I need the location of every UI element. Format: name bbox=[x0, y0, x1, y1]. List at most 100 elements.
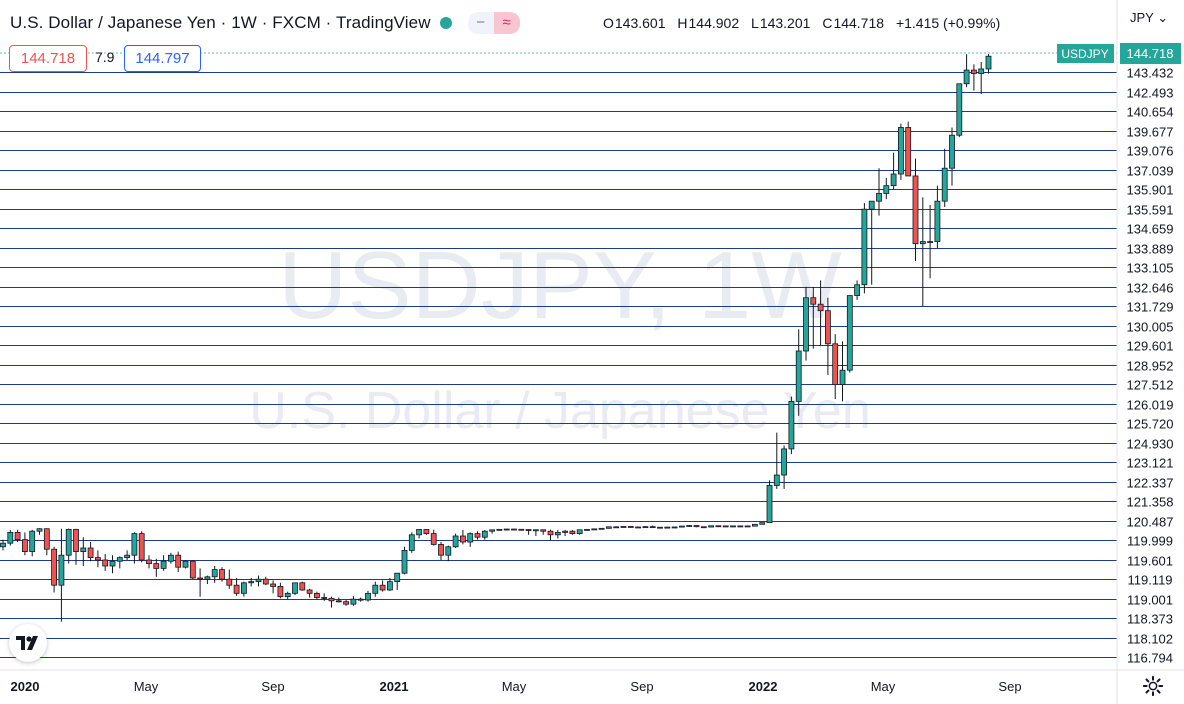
wave-icon[interactable]: ≈ bbox=[493, 12, 520, 34]
time-tick-label: 2020 bbox=[11, 679, 40, 694]
high-label: H bbox=[677, 15, 688, 31]
candle bbox=[262, 576, 269, 586]
close-label: C bbox=[822, 15, 833, 31]
watermark-name: U.S. Dollar / Japanese Yen bbox=[249, 382, 871, 440]
price-tick-label: 143.432 bbox=[1127, 66, 1174, 81]
minus-icon[interactable]: − bbox=[476, 14, 485, 31]
price-axis-background bbox=[1117, 0, 1184, 704]
candle bbox=[233, 578, 240, 596]
candle bbox=[657, 526, 663, 529]
candle bbox=[540, 529, 547, 535]
candle bbox=[43, 528, 50, 556]
buy-button[interactable]: 144.797 bbox=[124, 45, 201, 72]
candle bbox=[781, 445, 787, 489]
candle bbox=[277, 582, 284, 599]
candle bbox=[481, 529, 488, 540]
tradingview-logo-icon[interactable] bbox=[9, 624, 47, 662]
candle bbox=[21, 532, 28, 556]
price-tick-label: 128.952 bbox=[1127, 359, 1174, 374]
time-tick-label: 2021 bbox=[380, 679, 409, 694]
time-tick-label: Sep bbox=[998, 679, 1021, 694]
open-label: O bbox=[603, 15, 614, 31]
candle bbox=[124, 550, 130, 560]
candle bbox=[284, 591, 291, 600]
gear-icon[interactable] bbox=[1142, 675, 1164, 697]
symbol-label-text: USDJPY bbox=[1061, 47, 1108, 61]
candle bbox=[511, 528, 517, 531]
candle bbox=[708, 525, 714, 528]
candle bbox=[160, 555, 167, 571]
candle bbox=[467, 532, 474, 547]
market-open-dot-icon bbox=[439, 17, 452, 29]
candle bbox=[350, 595, 357, 606]
price-tick-label: 127.512 bbox=[1127, 378, 1174, 393]
candle bbox=[167, 552, 174, 564]
candle bbox=[773, 432, 780, 489]
price-tick-label: 140.654 bbox=[1127, 105, 1174, 120]
price-tick-label: 118.102 bbox=[1127, 632, 1173, 647]
candle bbox=[898, 123, 904, 180]
candle bbox=[379, 580, 386, 592]
candle bbox=[80, 537, 87, 566]
price-tick-label: 135.901 bbox=[1127, 183, 1174, 198]
candle bbox=[386, 578, 393, 591]
candle bbox=[963, 54, 970, 88]
candle bbox=[65, 528, 72, 564]
candle bbox=[438, 542, 444, 560]
candle bbox=[109, 555, 116, 574]
candle bbox=[36, 528, 43, 535]
candle bbox=[576, 529, 583, 535]
chart-header: U.S. Dollar / Japanese Yen · 1W · FXCM ·… bbox=[10, 12, 520, 34]
candle bbox=[919, 197, 926, 307]
watermark: USDJPY, 1W U.S. Dollar / Japanese Yen bbox=[249, 232, 871, 440]
candle bbox=[562, 529, 568, 536]
time-axis[interactable]: 2020 May Sep 2021 May Sep 2022 May Sep bbox=[11, 679, 1022, 694]
candle bbox=[620, 526, 627, 528]
candle bbox=[839, 341, 846, 402]
candle bbox=[649, 525, 656, 529]
candle bbox=[686, 524, 693, 527]
candle bbox=[211, 566, 218, 583]
candle bbox=[766, 480, 773, 524]
candle bbox=[248, 578, 255, 587]
candle bbox=[73, 528, 79, 565]
time-tick-label: 2022 bbox=[749, 679, 778, 694]
price-tick-label: 125.720 bbox=[1127, 417, 1174, 432]
currency-dropdown[interactable]: JPY ⌄ bbox=[1130, 10, 1169, 25]
symbol-title[interactable]: U.S. Dollar / Japanese Yen · 1W · FXCM ·… bbox=[10, 13, 431, 32]
candle bbox=[700, 526, 707, 529]
ohlc-readout: O143.601 H144.902 L143.201 C144.718 +1.4… bbox=[603, 15, 1000, 31]
candle bbox=[219, 567, 225, 582]
candle bbox=[759, 522, 766, 525]
candle bbox=[533, 529, 539, 536]
candle bbox=[408, 532, 415, 553]
candle bbox=[547, 529, 554, 541]
candle bbox=[642, 526, 649, 529]
candle bbox=[138, 531, 145, 563]
candle bbox=[321, 593, 328, 601]
candle bbox=[518, 528, 525, 531]
price-tick-label: 123.121 bbox=[1127, 456, 1174, 471]
candle bbox=[182, 560, 189, 569]
candle bbox=[270, 580, 277, 594]
candle bbox=[189, 560, 196, 580]
price-tick-label: 119.601 bbox=[1127, 554, 1173, 569]
candle bbox=[503, 528, 510, 531]
open-value: 143.601 bbox=[614, 15, 666, 31]
candle bbox=[737, 525, 744, 528]
candle bbox=[131, 532, 138, 564]
candle bbox=[430, 529, 437, 546]
candle bbox=[7, 530, 14, 546]
candle bbox=[635, 526, 641, 529]
candle bbox=[825, 297, 831, 375]
price-tick-label: 133.889 bbox=[1127, 242, 1174, 257]
sell-button[interactable]: 144.718 bbox=[9, 45, 87, 72]
candle bbox=[912, 158, 919, 261]
price-axis[interactable]: 143.432 142.493 140.654 139.677 139.076 137.0… bbox=[1127, 66, 1174, 666]
candle bbox=[744, 525, 751, 528]
candle bbox=[51, 546, 57, 593]
candle bbox=[584, 529, 590, 531]
candle bbox=[29, 529, 36, 557]
candle bbox=[197, 568, 204, 597]
